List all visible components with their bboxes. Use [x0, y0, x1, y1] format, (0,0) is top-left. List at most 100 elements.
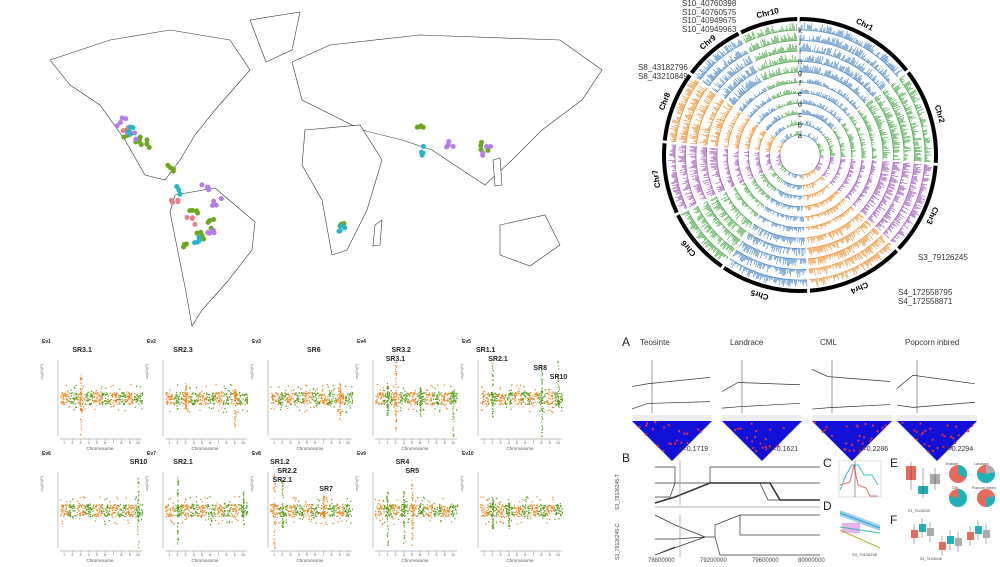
- snp-point: [282, 506, 284, 508]
- snp-point: [285, 393, 287, 396]
- snp-point: [415, 397, 417, 400]
- snp-point: [304, 396, 306, 398]
- snp-point: [237, 403, 239, 406]
- snp-point: [297, 395, 299, 397]
- snp-point: [274, 529, 276, 531]
- snp-point: [106, 515, 109, 517]
- peak-chr3: [79, 374, 83, 436]
- snp-point: [416, 401, 419, 403]
- snp-point: [440, 510, 442, 513]
- circos-track: [832, 127, 846, 158]
- snp-point: [552, 411, 554, 413]
- snp-point: [286, 504, 288, 506]
- x-tick-label: 4: [298, 441, 300, 445]
- snp-point: [343, 507, 346, 509]
- circos-track: [771, 89, 799, 100]
- snp-point: [344, 397, 347, 400]
- snp-point: [420, 512, 422, 514]
- snp-point: [177, 523, 179, 525]
- snp-point: [239, 395, 241, 397]
- snp-point: [510, 402, 512, 404]
- snp-point: [491, 402, 493, 404]
- x-tick-label: 1: [168, 441, 170, 445]
- chromosome-3-points: [76, 496, 86, 520]
- snp-point: [274, 505, 276, 507]
- snp-point: [67, 391, 69, 393]
- snp-point: [234, 392, 236, 394]
- snp-point: [299, 518, 301, 520]
- snp-point: [62, 512, 64, 514]
- snp-point: [560, 401, 562, 404]
- snp-point: [557, 404, 559, 406]
- snp-point: [438, 392, 440, 394]
- snp-point: [176, 405, 178, 407]
- snp-point: [98, 395, 100, 397]
- snp-point: [62, 400, 64, 403]
- snp-point: [136, 400, 138, 403]
- snp-point: [105, 515, 107, 517]
- snp-point: [138, 517, 140, 519]
- track-label: b: [798, 123, 802, 130]
- circos-track: [859, 161, 890, 216]
- snp-point: [428, 514, 430, 517]
- snp-point: [243, 493, 245, 495]
- snp-point: [130, 393, 132, 395]
- snp-point: [141, 513, 143, 515]
- panel-id: Ev5: [462, 339, 471, 345]
- snp-point: [395, 382, 397, 384]
- snp-point: [117, 514, 119, 517]
- snp-point: [306, 393, 309, 395]
- snp-point: [192, 506, 194, 508]
- snp-point: [80, 390, 82, 392]
- accession-point: [218, 196, 224, 202]
- snp-point: [509, 399, 512, 401]
- snp-point: [393, 508, 395, 510]
- circos-track: [803, 191, 840, 211]
- snp-point: [541, 392, 543, 394]
- snp-point: [126, 507, 128, 510]
- circos-track: [799, 99, 843, 124]
- snp-point: [74, 392, 76, 394]
- chromosome-ideogram: [740, 17, 798, 35]
- snp-point: [284, 394, 286, 396]
- snp-point: [223, 400, 225, 402]
- snp-point: [181, 522, 184, 524]
- snp-point: [199, 409, 201, 411]
- snp-point: [137, 516, 139, 518]
- snp-point: [543, 411, 545, 413]
- snp-point: [421, 508, 424, 511]
- snp-point: [557, 378, 559, 380]
- snp-point: [412, 512, 415, 515]
- snp-point: [116, 393, 118, 395]
- snp-point: [93, 393, 95, 395]
- snp-point: [274, 490, 276, 492]
- snp-point: [140, 393, 142, 395]
- circos-track: [669, 79, 699, 142]
- snp-point: [65, 510, 67, 512]
- snp-point: [185, 386, 187, 388]
- snp-point: [398, 518, 400, 521]
- snp-point: [541, 416, 543, 418]
- snp-point: [300, 508, 302, 510]
- snp-point: [90, 509, 93, 511]
- x-tick-label: 6: [419, 441, 421, 445]
- snp-point: [103, 394, 105, 396]
- snp-point: [235, 395, 237, 397]
- snp-point: [80, 405, 82, 407]
- snp-point: [312, 512, 315, 514]
- snp-point: [326, 504, 328, 507]
- snp-point: [200, 498, 202, 501]
- snp-point: [128, 506, 130, 508]
- snp-point: [324, 397, 326, 399]
- snp-point: [246, 505, 248, 507]
- snp-point: [281, 516, 283, 518]
- snp-point: [198, 513, 201, 515]
- snp-point: [447, 399, 449, 401]
- snp-point: [480, 397, 482, 400]
- snp-point: [118, 402, 120, 404]
- snp-point: [420, 406, 422, 408]
- snp-point: [114, 509, 117, 512]
- snp-point: [383, 508, 385, 510]
- snp-point: [384, 506, 386, 508]
- snp-point: [336, 504, 338, 506]
